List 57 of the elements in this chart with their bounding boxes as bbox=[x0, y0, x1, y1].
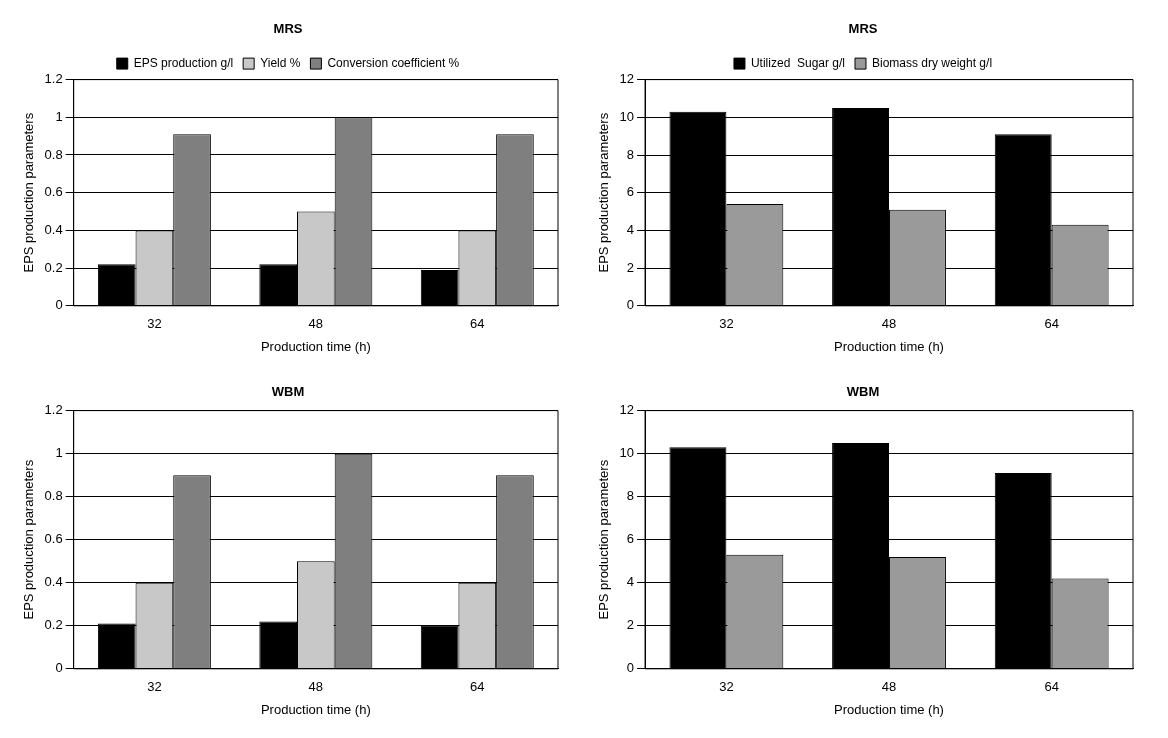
x-axis-title: Production time (h) bbox=[260, 701, 371, 717]
y-axis-title: EPS production parameters bbox=[596, 112, 612, 273]
y-tick-label: 1.2 bbox=[44, 71, 63, 87]
x-axis-title: Production time (h) bbox=[834, 701, 944, 717]
x-tick-label: 64 bbox=[470, 316, 485, 332]
y-tick-label: 10 bbox=[619, 108, 635, 124]
y-tick-label: 0 bbox=[626, 297, 635, 313]
legend-label: Yield % bbox=[260, 55, 301, 70]
y-tick-label: 6 bbox=[626, 184, 635, 200]
y-tick-label: 8 bbox=[626, 146, 635, 162]
x-tick-label: 32 bbox=[719, 679, 734, 695]
y-tick-label: 1 bbox=[55, 445, 63, 461]
y-axis-title: EPS production parameters bbox=[596, 459, 612, 620]
y-tick-label: 0 bbox=[626, 660, 635, 676]
x-tick-label: 32 bbox=[147, 679, 162, 695]
x-tick-label: 32 bbox=[719, 316, 734, 332]
y-tick-label: 12 bbox=[619, 71, 635, 87]
legend-label: EPS production g/l bbox=[133, 55, 234, 70]
y-tick-label: 2 bbox=[626, 259, 635, 275]
y-tick-label: 1 bbox=[55, 108, 63, 124]
y-axis-title: EPS production parameters bbox=[21, 459, 37, 620]
y-tick-label: 1.2 bbox=[44, 402, 63, 418]
x-tick-label: 64 bbox=[1044, 316, 1059, 332]
y-tick-label: 12 bbox=[619, 402, 635, 418]
y-tick-label: 0.4 bbox=[44, 221, 63, 237]
y-axis-title: EPS production parameters bbox=[21, 112, 37, 273]
x-tick-label: 48 bbox=[308, 316, 324, 332]
x-tick-label: 32 bbox=[147, 316, 162, 332]
y-tick-label: 4 bbox=[626, 221, 635, 237]
y-tick-label: 0.4 bbox=[44, 574, 63, 590]
x-tick-label: 48 bbox=[881, 679, 897, 695]
y-tick-label: 4 bbox=[626, 574, 635, 590]
legend-label: Utilized Sugar g/l bbox=[750, 55, 845, 70]
y-tick-label: 0.2 bbox=[44, 617, 63, 633]
x-axis-title: Production time (h) bbox=[260, 338, 371, 354]
chart-title: WBM bbox=[846, 384, 880, 400]
x-tick-label: 64 bbox=[470, 679, 485, 695]
y-tick-label: 0.2 bbox=[44, 259, 63, 275]
y-tick-label: 0 bbox=[55, 297, 63, 313]
x-tick-label: 64 bbox=[1044, 679, 1059, 695]
y-tick-label: 8 bbox=[626, 488, 635, 504]
chart-title: MRS bbox=[273, 21, 303, 37]
y-tick-label: 6 bbox=[626, 531, 635, 547]
y-tick-label: 2 bbox=[626, 617, 635, 633]
legend-label: Conversion coefficient % bbox=[327, 55, 460, 70]
x-tick-label: 48 bbox=[881, 316, 897, 332]
y-tick-label: 0.8 bbox=[44, 488, 63, 504]
y-tick-label: 0 bbox=[55, 660, 63, 676]
x-axis-title: Production time (h) bbox=[834, 338, 944, 354]
chart-title: MRS bbox=[848, 21, 878, 37]
y-tick-label: 0.8 bbox=[44, 146, 63, 162]
y-tick-label: 0.6 bbox=[44, 531, 63, 547]
y-tick-label: 10 bbox=[619, 445, 635, 461]
legend-label: Biomass dry weight g/l bbox=[872, 55, 993, 70]
x-tick-label: 48 bbox=[308, 679, 324, 695]
y-tick-label: 0.6 bbox=[44, 184, 63, 200]
chart-title: WBM bbox=[271, 384, 305, 400]
